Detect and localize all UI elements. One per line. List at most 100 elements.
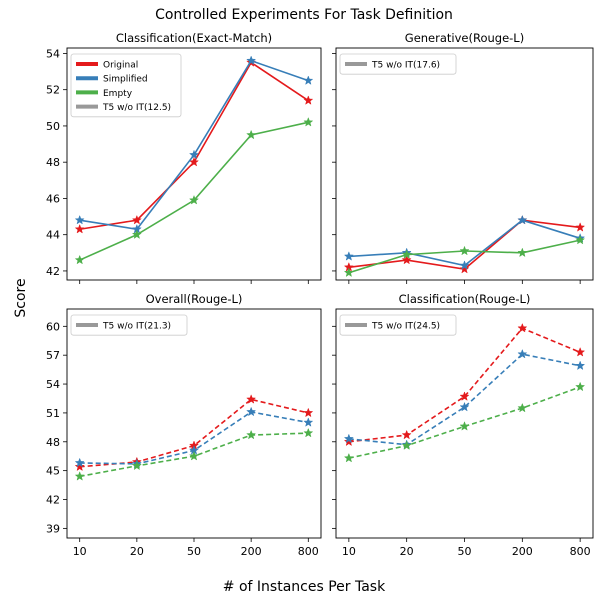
data-point-original bbox=[459, 263, 470, 274]
y-axis-label: Score bbox=[13, 278, 29, 317]
y-tick-label: 57 bbox=[46, 349, 60, 362]
y-tick-label: 48 bbox=[46, 156, 60, 169]
data-point-original bbox=[459, 391, 470, 401]
data-point-simplified bbox=[188, 149, 200, 160]
data-point-original bbox=[246, 394, 257, 404]
data-point-original bbox=[131, 214, 142, 225]
x-tick-label: 20 bbox=[400, 545, 414, 558]
data-point-simplified bbox=[246, 55, 257, 65]
data-point-empty bbox=[575, 381, 586, 392]
data-point-empty bbox=[303, 116, 314, 127]
data-point-empty bbox=[517, 247, 528, 258]
data-point-original bbox=[303, 407, 314, 418]
data-point-empty bbox=[131, 229, 142, 239]
data-point-empty bbox=[303, 427, 314, 438]
subplot-1: Classification(Exact-Match) 42 44 46 48 50 52 5… bbox=[46, 31, 322, 284]
y-tick-label: 48 bbox=[46, 436, 60, 449]
y-tick-label: 51 bbox=[46, 407, 60, 420]
data-point-simplified bbox=[246, 406, 257, 417]
subplot-4: Classification(Rouge-L) 10 20 50 200 800 T5 w/… bbox=[332, 292, 594, 558]
y-tick-label: 52 bbox=[46, 84, 60, 97]
data-point-empty bbox=[343, 267, 354, 278]
legend-entry-baseline-label: T5 w/o IT(17.6) bbox=[371, 61, 440, 71]
x-tick-label: 10 bbox=[73, 545, 87, 558]
plot-frame bbox=[335, 47, 594, 281]
y-tick-label: 42 bbox=[46, 494, 60, 507]
data-point-original bbox=[74, 461, 85, 472]
x-tick-label: 200 bbox=[241, 545, 262, 558]
y-tick-label: 39 bbox=[46, 522, 60, 535]
data-point-original bbox=[188, 156, 200, 167]
x-axis-label: # of Instances Per Task bbox=[223, 579, 386, 595]
data-point-empty bbox=[246, 129, 257, 140]
data-point-simplified bbox=[459, 260, 470, 270]
data-point-simplified bbox=[343, 251, 354, 261]
plot-frame bbox=[335, 308, 594, 539]
data-point-empty bbox=[343, 452, 354, 463]
x-tick-label: 50 bbox=[187, 545, 201, 558]
data-point-simplified bbox=[459, 401, 470, 412]
legend-box bbox=[339, 53, 457, 75]
data-point-simplified bbox=[74, 457, 85, 468]
y-tick-label: 44 bbox=[46, 229, 60, 242]
data-point-original bbox=[343, 436, 354, 447]
data-point-empty bbox=[459, 421, 470, 431]
subplot-title: Classification(Exact-Match) bbox=[116, 31, 272, 45]
figure-title: Controlled Experiments For Task Definiti… bbox=[155, 7, 453, 23]
legend-entry-simplified-label: Simplified bbox=[103, 75, 148, 85]
data-point-original bbox=[401, 254, 412, 265]
data-point-simplified bbox=[517, 214, 528, 225]
plot-frame bbox=[66, 308, 322, 539]
legend-entry-baseline-label: T5 w/o IT(24.5) bbox=[371, 322, 440, 332]
subplots: Classification(Exact-Match) 42 44 46 48 50 52 5… bbox=[46, 31, 594, 558]
subplot-title: Overall(Rouge-L) bbox=[146, 292, 243, 306]
data-point-original bbox=[74, 223, 85, 234]
y-tick-label: 54 bbox=[46, 378, 60, 391]
data-point-empty bbox=[131, 460, 142, 471]
y-tick-label: 60 bbox=[46, 320, 60, 333]
legend-entry-baseline-label: T5 w/o IT(12.5) bbox=[102, 103, 171, 113]
plot-frame bbox=[66, 47, 322, 281]
data-point-empty bbox=[401, 249, 412, 259]
legend-entry-baseline-label: T5 w/o IT(21.3) bbox=[102, 322, 171, 332]
x-tick-label: 50 bbox=[458, 545, 472, 558]
series-line-simplified bbox=[348, 353, 581, 446]
data-point-empty bbox=[74, 471, 85, 481]
y-tick-label: 46 bbox=[46, 192, 60, 205]
x-tick-label: 200 bbox=[512, 545, 533, 558]
x-tick-label: 10 bbox=[342, 545, 356, 558]
subplot-title: Classification(Rouge-L) bbox=[399, 292, 531, 306]
legend-entry-original-label: Original bbox=[103, 61, 138, 71]
data-point-empty bbox=[517, 402, 528, 413]
series-line-empty bbox=[79, 121, 309, 261]
data-point-original bbox=[517, 322, 528, 333]
y-tick-label: 50 bbox=[46, 120, 60, 133]
data-point-simplified bbox=[303, 417, 314, 427]
y-tick-label: 42 bbox=[46, 265, 60, 278]
data-point-simplified bbox=[303, 75, 314, 85]
y-tick-label: 45 bbox=[46, 465, 60, 478]
subplot-title: Generative(Rouge-L) bbox=[405, 31, 524, 45]
data-point-original bbox=[575, 222, 586, 232]
legend-box bbox=[339, 314, 457, 336]
data-point-empty bbox=[401, 440, 412, 450]
x-tick-label: 800 bbox=[298, 545, 319, 558]
x-tick-label: 20 bbox=[130, 545, 144, 558]
data-point-empty bbox=[188, 450, 200, 461]
legend-box bbox=[70, 53, 182, 118]
data-point-empty bbox=[188, 194, 200, 205]
data-point-empty bbox=[74, 254, 85, 265]
data-point-original bbox=[303, 95, 314, 105]
data-point-simplified bbox=[343, 433, 354, 444]
data-point-empty bbox=[575, 234, 586, 245]
data-point-simplified bbox=[517, 348, 528, 359]
series-line-simplified bbox=[348, 219, 581, 267]
data-point-simplified bbox=[74, 214, 85, 225]
legend-box bbox=[70, 314, 188, 336]
legend-entry-empty-label: Empty bbox=[103, 89, 133, 99]
subplot-3: Overall(Rouge-L) 39 42 45 48 51 54 57 60 10 20 50 20… bbox=[46, 292, 322, 558]
subplot-2: Generative(Rouge-L) T5 w/o IT(17.6) bbox=[332, 31, 594, 284]
data-point-original bbox=[575, 346, 586, 357]
data-point-empty bbox=[246, 429, 257, 440]
x-tick-label: 800 bbox=[570, 545, 591, 558]
